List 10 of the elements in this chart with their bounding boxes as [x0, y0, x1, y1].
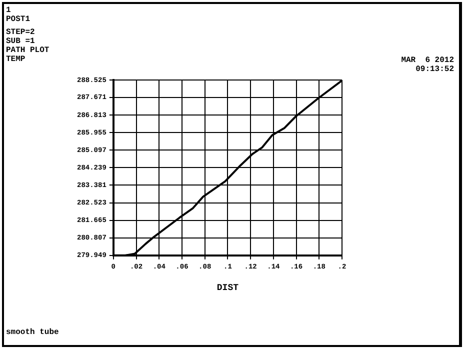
text: SUB =1 [6, 37, 36, 46]
text: 1 [6, 6, 12, 15]
text: 09:13:52 [414, 65, 454, 74]
text: smooth tube [6, 328, 59, 337]
text: POST1 [6, 15, 32, 24]
text: MAR 6 2012 [401, 56, 454, 65]
text: STEP=2 [6, 28, 36, 37]
text: TEMP [6, 55, 26, 64]
x-axis-title: DIST [216, 282, 240, 293]
text: PATH PLOT [6, 46, 50, 55]
